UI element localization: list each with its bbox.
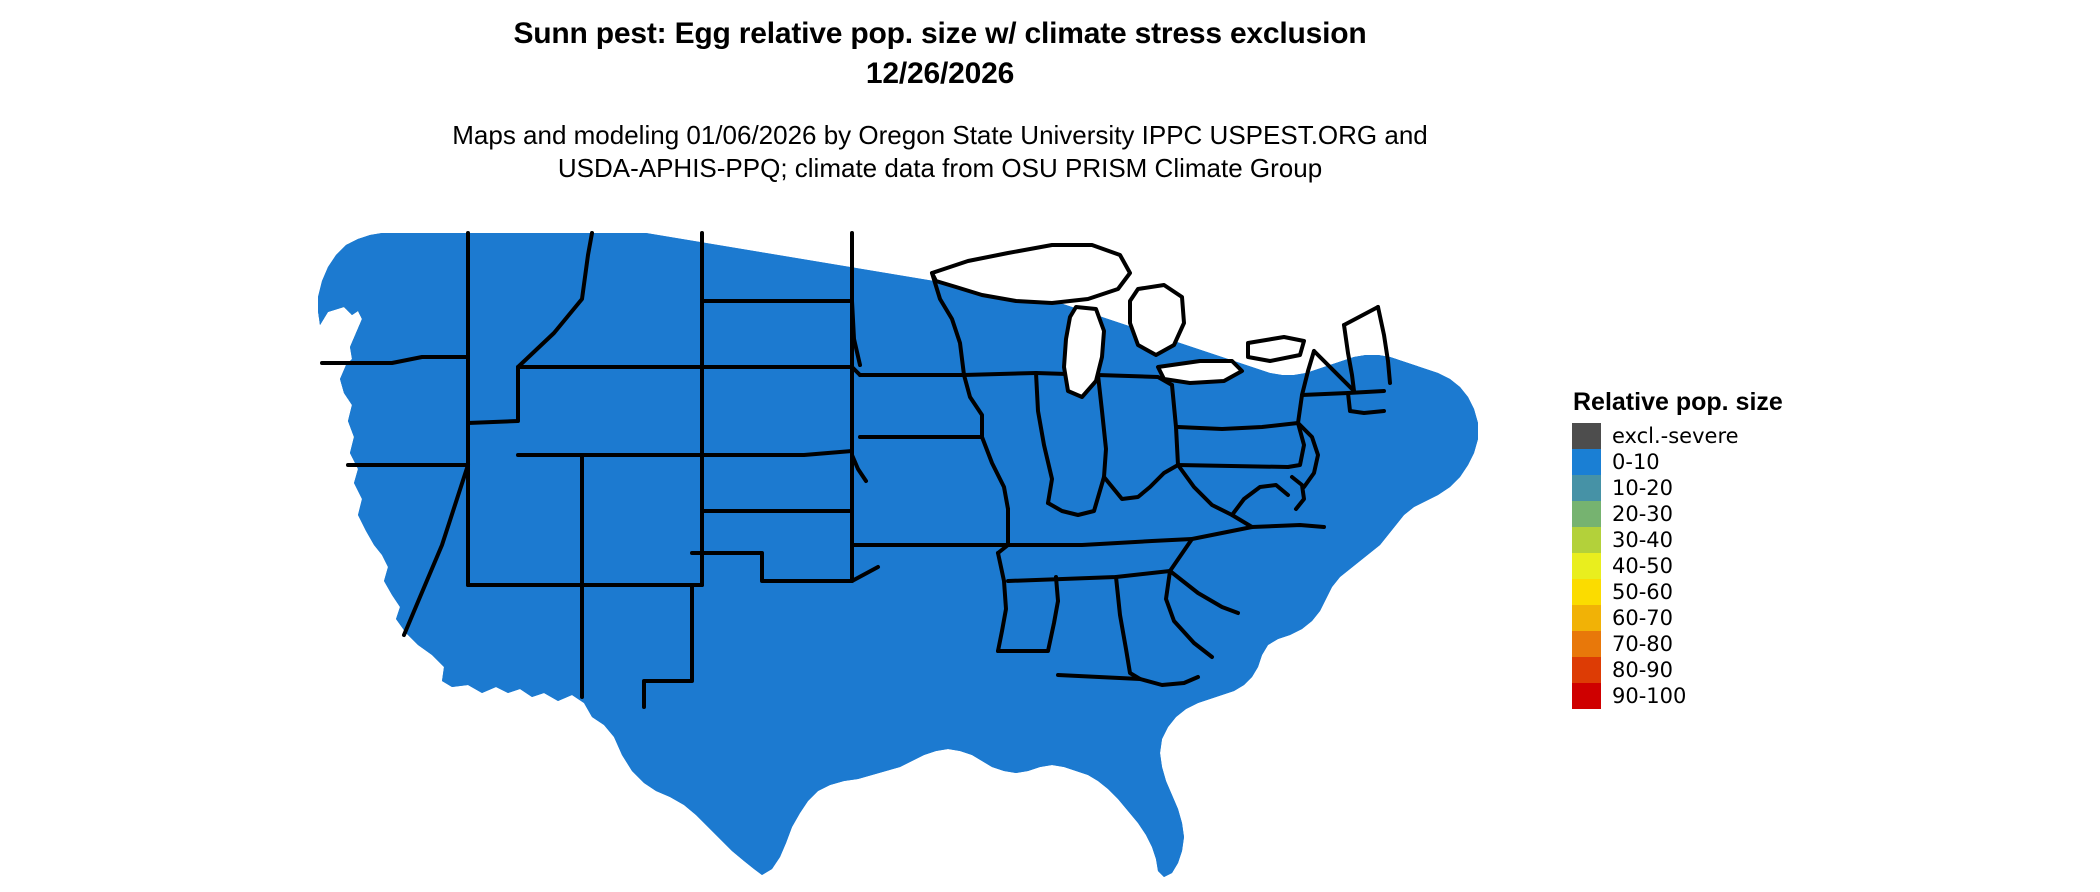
legend-entry: 70-80 bbox=[1572, 631, 1872, 657]
border-wa-or bbox=[320, 355, 470, 365]
figure-title: Sunn pest: Egg relative pop. size w/ cli… bbox=[0, 14, 1880, 94]
lake-superior bbox=[930, 243, 1132, 305]
border-al-fl bbox=[1056, 673, 1142, 681]
legend-entry-label: 90-100 bbox=[1612, 684, 1687, 708]
lake-ontario bbox=[1246, 335, 1306, 363]
border-ga-fl bbox=[1138, 675, 1200, 687]
border-pa-ny bbox=[1176, 421, 1300, 431]
legend-color-swatch bbox=[1572, 527, 1601, 553]
legend-entry-label: 20-30 bbox=[1612, 502, 1674, 526]
border-ky-tn bbox=[1006, 537, 1194, 547]
border-mn-wi bbox=[930, 271, 966, 377]
border-va-wv bbox=[1176, 463, 1254, 529]
legend-color-swatch bbox=[1572, 449, 1601, 475]
border-mi-oh-in bbox=[1096, 373, 1174, 387]
border-vt-nh bbox=[1342, 323, 1356, 393]
border-nc-sc bbox=[1168, 569, 1240, 615]
border-mo-il bbox=[980, 435, 1010, 511]
title-line-1: Sunn pest: Egg relative pop. size w/ cli… bbox=[513, 17, 1367, 50]
figure-subtitle: Maps and modeling 01/06/2026 by Oregon S… bbox=[0, 119, 1880, 185]
border-al-ga bbox=[1114, 575, 1142, 681]
legend-entry-label: 0-10 bbox=[1612, 450, 1660, 474]
subtitle-line-2: USDA-APHIS-PPQ; climate data from OSU PR… bbox=[557, 153, 1323, 183]
border-nm-tx bbox=[642, 583, 694, 709]
border-oh-wv-ky bbox=[1102, 463, 1180, 501]
border-id-mt-wy bbox=[466, 231, 594, 467]
legend-entry: 90-100 bbox=[1572, 683, 1872, 709]
legend-color-swatch bbox=[1572, 579, 1601, 605]
border-ar-ms-la bbox=[996, 551, 1008, 653]
border-md-pa bbox=[1176, 463, 1290, 469]
border-vt-ma bbox=[1312, 349, 1356, 393]
legend-entry-label: 80-90 bbox=[1612, 658, 1674, 682]
border-in-oh bbox=[1096, 373, 1108, 479]
us-choropleth-map bbox=[292, 215, 1562, 885]
legend-entry-label: 70-80 bbox=[1612, 632, 1674, 656]
legend-color-swatch bbox=[1572, 475, 1601, 501]
border-tn-nc-va bbox=[1168, 525, 1254, 573]
legend-entry: 80-90 bbox=[1572, 657, 1872, 683]
border-wi-il bbox=[962, 371, 1038, 377]
legend-entry: 40-50 bbox=[1572, 553, 1872, 579]
legend-entry-label: 50-60 bbox=[1612, 580, 1674, 604]
legend-entry: 10-20 bbox=[1572, 475, 1872, 501]
legend-entry: 60-70 bbox=[1572, 605, 1872, 631]
border-ok-tx bbox=[690, 551, 880, 583]
border-la-ms bbox=[996, 599, 1060, 653]
lake-erie bbox=[1156, 359, 1244, 385]
subtitle-line-1: Maps and modeling 01/06/2026 by Oregon S… bbox=[452, 120, 1428, 150]
legend-color-swatch bbox=[1572, 501, 1601, 527]
border-pa-nj bbox=[1286, 421, 1306, 469]
legend-entry: 50-60 bbox=[1572, 579, 1872, 605]
legend-entry-label: 30-40 bbox=[1612, 528, 1674, 552]
border-ny-vt-ma bbox=[1296, 349, 1316, 425]
legend-entry: 0-10 bbox=[1572, 449, 1872, 475]
legend-color-swatch bbox=[1572, 657, 1601, 683]
title-line-2-date: 12/26/2026 bbox=[865, 57, 1015, 90]
legend-entry-list: excl.-severe 0-10 10-20 20-30 30-40 40-50 50-6… bbox=[1572, 423, 1872, 709]
border-ne-ia-mo bbox=[850, 365, 868, 483]
border-nv-ca bbox=[402, 463, 470, 637]
border-nj-ny bbox=[1296, 421, 1320, 489]
legend-color-swatch bbox=[1572, 553, 1601, 579]
border-ms-al bbox=[1054, 575, 1060, 603]
lake-huron bbox=[1128, 283, 1186, 357]
legend-color-swatch bbox=[1572, 683, 1601, 709]
legend-title: Relative pop. size bbox=[1573, 388, 1783, 416]
legend-entry: excl.-severe bbox=[1572, 423, 1872, 449]
legend-entry: 30-40 bbox=[1572, 527, 1872, 553]
legend-color-swatch bbox=[1572, 423, 1601, 449]
legend-entry-label: 60-70 bbox=[1612, 606, 1674, 630]
border-in-ky bbox=[1046, 475, 1106, 517]
border-me-nh-top bbox=[1342, 305, 1380, 327]
legend-color-swatch bbox=[1572, 605, 1601, 631]
legend-entry-label: 40-50 bbox=[1612, 554, 1674, 578]
legend-entry-label: 10-20 bbox=[1612, 476, 1674, 500]
lake-michigan bbox=[1062, 305, 1106, 399]
map-borders bbox=[318, 233, 1478, 877]
border-de-md bbox=[1290, 475, 1306, 511]
border-il-in bbox=[1034, 371, 1054, 505]
border-ia-il bbox=[962, 373, 984, 439]
legend-entry: 20-30 bbox=[1572, 501, 1872, 527]
legend-entry-label: excl.-severe bbox=[1612, 424, 1739, 448]
border-sc-ga bbox=[1164, 569, 1214, 659]
legend-color-swatch bbox=[1572, 631, 1601, 657]
border-ma-ct-ri bbox=[1346, 391, 1386, 415]
border-nc-va bbox=[1250, 523, 1326, 529]
border-va-md bbox=[1230, 483, 1290, 517]
map-legend: Relative pop. size excl.-severe 0-10 10-20… bbox=[1572, 388, 1872, 709]
border-nh-me bbox=[1376, 305, 1392, 385]
border-ne-ks bbox=[700, 449, 854, 457]
